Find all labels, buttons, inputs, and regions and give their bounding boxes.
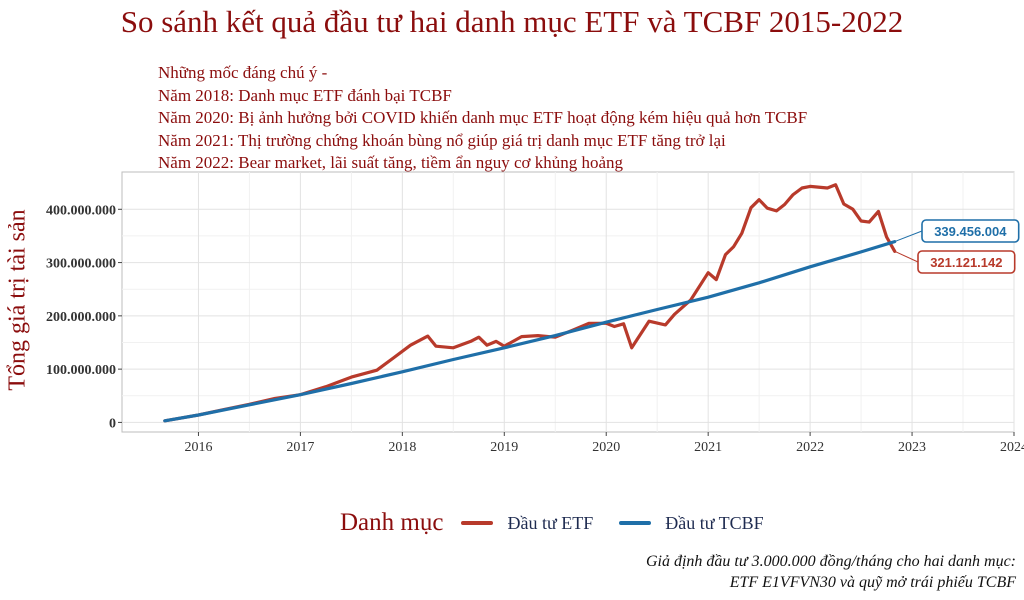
- end-label-box: [917, 250, 1016, 274]
- y-tick-label: 0: [109, 416, 116, 431]
- end-label-box: [921, 219, 1020, 243]
- end-label-leader: [894, 250, 919, 263]
- x-tick-label: 2022: [796, 440, 824, 455]
- series-line-0: [163, 183, 897, 423]
- legend-label-etf: Đầu tư ETF: [507, 512, 594, 533]
- caption-line-1: ETF E1VFVN30 và quỹ mở trái phiếu TCBF: [729, 574, 1016, 591]
- subtitle-line-1: Năm 2018: Danh mục ETF đánh bại TCBF: [158, 85, 452, 105]
- y-tick-label: 300.000.000: [46, 257, 116, 272]
- chart-subtitle: Những mốc đáng chú ý - Năm 2018: Danh mụ…: [158, 62, 807, 175]
- x-tick-label: 2021: [694, 440, 722, 455]
- y-tick-label: 400.000.000: [46, 203, 116, 218]
- series-line-1: [163, 240, 897, 423]
- subtitle-line-0: Những mốc đáng chú ý -: [158, 63, 328, 82]
- caption-line-0: Giả định đầu tư 3.000.000 đồng/tháng cho…: [645, 553, 1016, 570]
- legend-label-tcbf: Đầu tư TCBF: [665, 512, 764, 533]
- end-label-value: 339.456.004: [934, 224, 1007, 239]
- legend-item-tcbf: Đầu tư TCBF: [619, 512, 764, 534]
- subtitle-line-2: Năm 2020: Bị ảnh hưởng bởi COVID khiến d…: [158, 108, 808, 127]
- legend-item-etf: Đầu tư ETF: [461, 513, 593, 534]
- end-label-value: 321.121.142: [930, 255, 1002, 270]
- x-tick-label: 2017: [286, 440, 314, 455]
- legend-key-etf: [461, 521, 494, 525]
- x-tick-label: 2018: [388, 440, 416, 455]
- end-label-leader: [894, 230, 923, 243]
- chart-caption: Giả định đầu tư 3.000.000 đồng/tháng cho…: [646, 551, 1016, 593]
- x-tick-label: 2016: [184, 440, 212, 455]
- plot-panel: [121, 171, 1015, 433]
- x-tick-label: 2023: [898, 440, 926, 455]
- legend-key-tcbf: [619, 521, 652, 525]
- x-tick-label: 2024: [1000, 440, 1024, 455]
- y-tick-label: 100.000.000: [46, 363, 116, 378]
- legend-title: Danh mục: [340, 509, 444, 536]
- y-tick-label: 200.000.000: [46, 310, 116, 325]
- legend: Danh mục Đầu tư ETF Đầu tư TCBF: [340, 507, 790, 539]
- x-tick-label: 2019: [490, 440, 518, 455]
- subtitle-line-3: Năm 2021: Thị trường chứng khoán bùng nổ…: [158, 130, 726, 150]
- chart-title: So sánh kết quả đầu tư hai danh mục ETF …: [120, 4, 904, 39]
- x-tick-label: 2020: [592, 440, 620, 455]
- subtitle-line-4: Năm 2022: Bear market, lãi suất tăng, ti…: [158, 153, 624, 172]
